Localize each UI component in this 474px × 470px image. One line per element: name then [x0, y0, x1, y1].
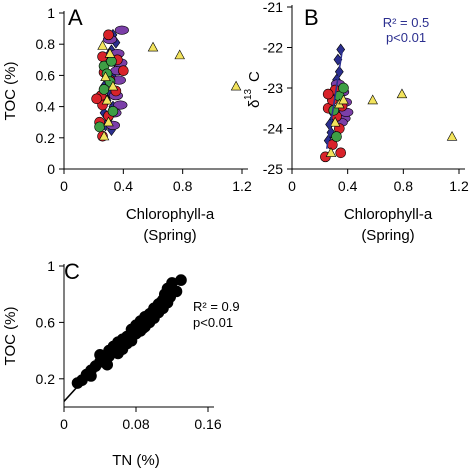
- panel-b-x-tick-label: 1.2: [449, 178, 469, 194]
- panel-a-data-point: [91, 93, 102, 105]
- panel-b-data-point: [325, 147, 337, 157]
- panel-b-x-axis-sublabel: (Spring): [361, 227, 414, 244]
- panel-b-y-tick-label: -22: [263, 40, 283, 56]
- panel-c-data-point: [137, 322, 149, 334]
- panel-b-x-tick-label: 0: [288, 178, 296, 194]
- panel-a-data-point: [147, 41, 159, 52]
- panel-a-y-tick-label: 0.6: [36, 67, 56, 83]
- panel-b-data-point: [329, 116, 341, 127]
- panel-a-x-tick-label: 0.4: [114, 178, 134, 194]
- panel-a-axes: 0 0.4 0.8 1.2 0 0.2 0.4 0.6 0.8 1: [36, 5, 252, 194]
- panel-c-y-tick-label: 0.2: [36, 371, 56, 387]
- panel-a-data-point: [230, 80, 242, 91]
- panel-b-data-point: [446, 130, 458, 141]
- panel-b-r2-annotation: R² = 0.5: [383, 15, 430, 30]
- panel-a-y-tick-label: 0.8: [36, 36, 56, 52]
- panel-b-regression-line: [326, 51, 343, 149]
- panel-c-axes: 0 0.08 0.16 0.2 0.6 1: [36, 258, 222, 432]
- panel-a-data-point: [106, 56, 117, 67]
- panel-a-data-point: [118, 65, 129, 77]
- panel-b-y-tick-label: -23: [263, 80, 283, 96]
- panel-b-x-axis-label: Chlorophyll-a: [344, 206, 433, 223]
- panel-a-data-point: [100, 71, 111, 82]
- panel-a-chart: A 0 0.4 0.8 1.2 0 0.2 0.4 0.6 0.8 1 Chlorophyll-a…: [2, 5, 252, 244]
- panel-a-data-point: [103, 116, 114, 127]
- panel-c-chart: C 0 0.08 0.16 0.2 0.6 1 R² = 0.9 p<0.01 TN (%…: [2, 258, 240, 469]
- panel-c-letter: C: [64, 259, 80, 284]
- panel-b-data-point: [322, 88, 334, 100]
- panel-a-x-tick-label: 1.2: [232, 178, 252, 194]
- panel-c-y-axis-label: TOC (%): [2, 307, 19, 366]
- panel-b-p-annotation: p<0.01: [386, 30, 426, 45]
- panel-a-data-point: [98, 130, 110, 141]
- panel-a-y-axis-label: TOC (%): [2, 62, 19, 121]
- panel-a-data-point: [174, 49, 185, 60]
- panel-a-data-point: [98, 84, 110, 95]
- panel-b-axes: 0 0.4 0.8 1.2 -25 -24 -23 -22 -21: [263, 0, 469, 194]
- panel-a-y-tick-label: 1: [47, 5, 55, 21]
- panel-c-x-tick-label: 0: [60, 416, 68, 432]
- panel-b-data-point: [331, 131, 342, 142]
- panel-c-data-point: [170, 285, 183, 298]
- panel-b-data-point: [367, 94, 378, 105]
- panel-c-x-axis-label: TN (%): [112, 452, 160, 469]
- panel-c-data-point: [107, 346, 120, 358]
- panel-c-data-point: [125, 334, 138, 347]
- panel-b-x-tick-label: 0.8: [394, 178, 414, 194]
- panel-c-x-tick-label: 0.16: [194, 416, 221, 432]
- panel-a-marks: [91, 25, 242, 142]
- panel-b-y-tick-label: -24: [263, 121, 283, 137]
- panel-b-y-axis-label-superscript: 13: [243, 88, 254, 100]
- panel-a-data-point: [107, 105, 119, 117]
- panel-b-y-axis-label-delta: δ: [246, 100, 263, 108]
- panel-c-p-annotation: p<0.01: [193, 315, 233, 330]
- panel-a-y-tick-label: 0.2: [36, 130, 56, 146]
- panel-b-y-tick-label: -25: [263, 161, 283, 177]
- panel-c-x-tick-label: 0.08: [122, 416, 149, 432]
- panel-c-y-tick-label: 0.6: [36, 314, 56, 330]
- panel-c-y-tick-label: 1: [47, 258, 55, 274]
- panel-a-data-point: [101, 94, 113, 105]
- panel-b-y-tick-label: -21: [263, 0, 283, 15]
- panel-a-y-tick-label: 0: [47, 161, 55, 177]
- panel-b-marks: [320, 43, 458, 163]
- panel-c-marks: [63, 274, 187, 402]
- panel-a-x-axis-label: Chlorophyll-a: [126, 206, 215, 223]
- panel-b-data-point: [336, 43, 346, 56]
- panel-a-y-tick-label: 0.4: [36, 99, 56, 115]
- panel-a-data-point: [103, 29, 114, 41]
- panel-a-x-tick-label: 0: [60, 178, 68, 194]
- panel-a-x-axis-sublabel: (Spring): [143, 227, 196, 244]
- panel-a-data-point: [114, 25, 129, 35]
- panel-a-letter: A: [68, 5, 83, 30]
- panel-b-data-point: [396, 88, 408, 99]
- panel-c-data-point: [85, 370, 97, 382]
- panel-b-letter: B: [304, 5, 319, 30]
- panel-a-data-point: [97, 40, 108, 50]
- panel-c-data-point: [175, 274, 187, 286]
- panel-b-y-axis-label-carbon: C: [246, 71, 263, 82]
- panel-a-data-point: [107, 80, 119, 91]
- panel-a-x-tick-label: 0.8: [173, 178, 193, 194]
- panel-a-data-point: [104, 47, 116, 58]
- panel-a-data-point: [94, 121, 105, 133]
- panel-b-data-point: [338, 82, 349, 94]
- panel-b-chart: B 0 0.4 0.8 1.2 -25 -24 -23 -22 -21 R² = 0.5 p<0…: [243, 0, 469, 244]
- panel-b-x-tick-label: 0.4: [338, 178, 358, 194]
- panel-b-data-point: [338, 94, 349, 105]
- panel-c-r2-annotation: R² = 0.9: [193, 299, 240, 314]
- panel-b-data-point: [335, 147, 347, 159]
- panel-a-data-point: [113, 100, 128, 110]
